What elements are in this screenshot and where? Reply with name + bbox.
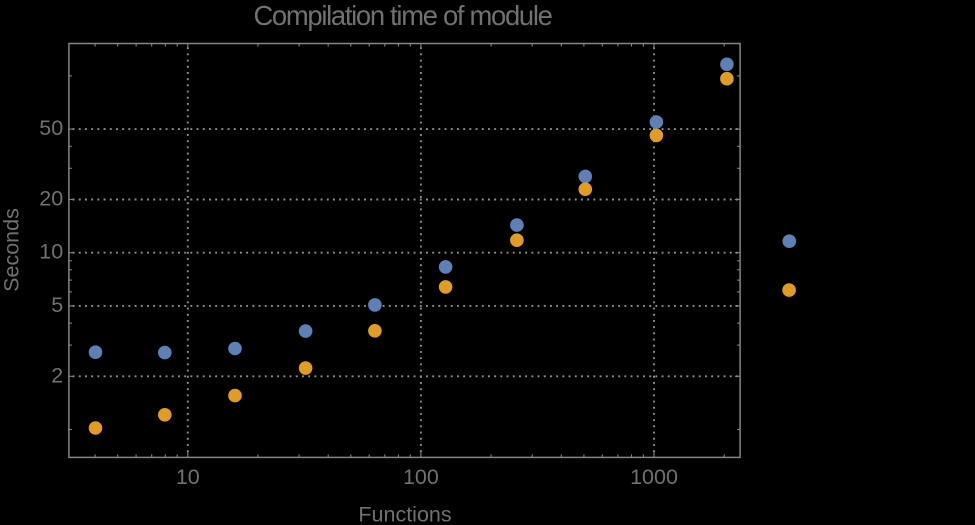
svg-text:Seconds: Seconds <box>0 208 24 292</box>
svg-text:20: 20 <box>39 187 63 211</box>
svg-text:100: 100 <box>403 465 439 489</box>
svg-text:5: 5 <box>51 293 63 317</box>
svg-text:Functions: Functions <box>358 503 451 525</box>
svg-text:10: 10 <box>176 465 200 489</box>
svg-text:50: 50 <box>39 116 63 140</box>
svg-text:Compilation time of module: Compilation time of module <box>253 0 552 31</box>
svg-text:10: 10 <box>39 240 63 264</box>
svg-text:1000: 1000 <box>630 465 678 489</box>
svg-text:2: 2 <box>51 363 63 387</box>
